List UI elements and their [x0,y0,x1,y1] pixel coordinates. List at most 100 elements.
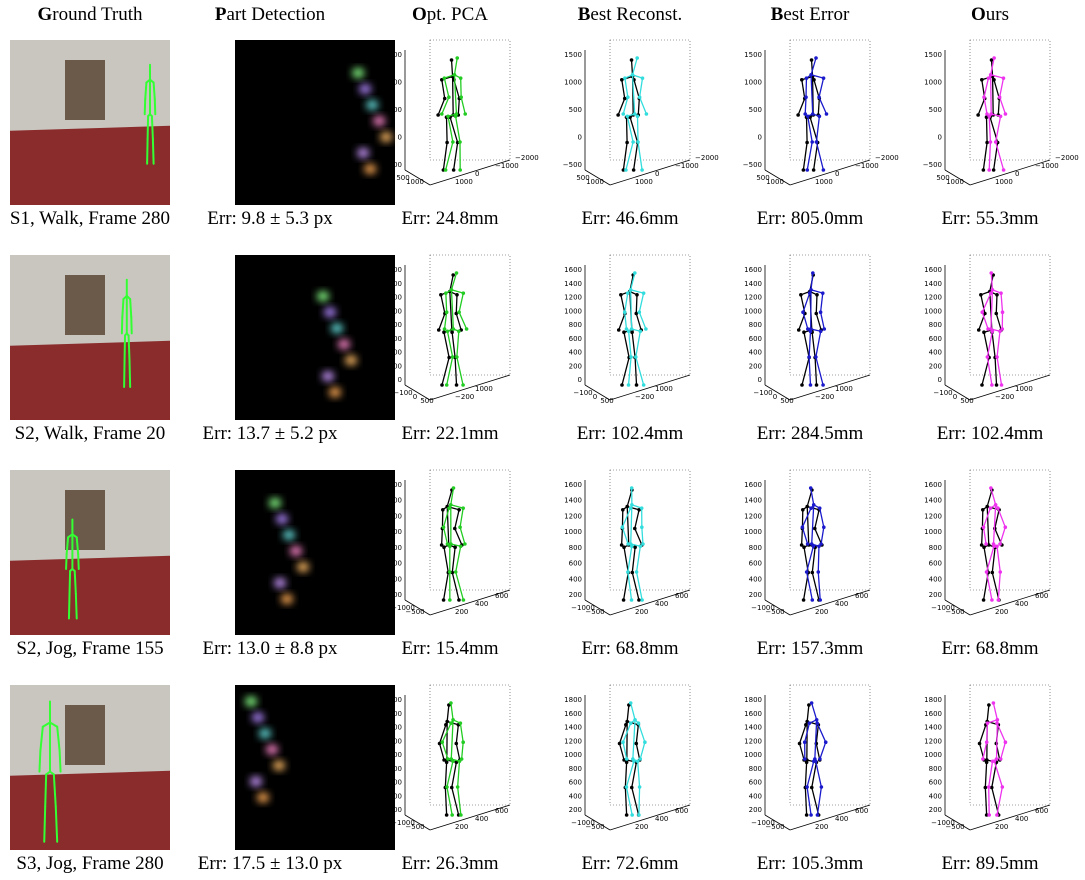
skeleton-bone [641,526,644,545]
skeleton-bone [54,805,59,843]
skeleton-joint [442,758,446,762]
skeleton-joint [451,486,456,490]
skeleton-joint [622,310,627,315]
detection-blob [269,498,281,508]
skeleton-bone [630,289,645,294]
z-tick-label: 1600 [384,266,402,274]
skeleton-joint [461,740,465,744]
z-tick-label: 600 [389,335,402,343]
z-tick-label: 200 [389,806,402,814]
skeleton-joint [800,525,805,529]
skeleton-joint [797,741,802,746]
skeleton-joint [451,327,456,331]
skeleton-joint [448,503,453,507]
skeleton-bone [803,331,810,359]
skeleton-joint [818,329,823,334]
skeleton-joint [988,73,993,77]
z-tick-label: 600 [929,779,942,787]
detection-blob [366,100,379,110]
z-tick-label: 1000 [564,751,582,759]
plot-axis [404,384,431,401]
skeleton-joint [981,508,985,512]
x-tick-label: 400 [655,600,668,608]
skeleton-bone [986,356,993,386]
skeleton-bone [621,526,629,545]
photo-door [65,275,105,335]
skeleton-joint [987,813,992,817]
z-tick-label: 1200 [564,294,582,302]
skeleton-bone [65,553,68,570]
z-tick-label: 800 [929,321,942,329]
skeleton-bone [44,773,48,808]
error-caption: Err: 102.4mm [936,423,1044,444]
skeleton-joint [979,78,984,82]
skeleton-joint [816,570,821,574]
skeleton-bone [804,96,807,115]
skeleton-joint [984,570,989,574]
skeleton-bone [996,722,1007,743]
photo-door [65,490,105,550]
x-tick-label: 400 [1015,600,1028,608]
plot-axis [609,589,691,616]
skeleton-joint [444,760,449,764]
skeleton-joint [996,506,1000,510]
z-tick-label: 1000 [384,751,402,759]
skeleton-bone [129,298,133,319]
skeleton-joint [1003,112,1008,116]
skeleton-bone [1000,741,1007,760]
z-tick-label: 0 [398,134,402,142]
skeleton-joint [810,598,815,602]
skeleton-joint [805,114,810,119]
error-caption: Err: 22.1mm [401,423,499,444]
skeleton-joint [994,757,999,761]
z-tick-label: 1000 [384,79,402,87]
skeleton-bone [988,141,992,171]
z-tick-label: 1000 [564,79,582,87]
z-tick-label: 500 [569,106,582,114]
skeleton-bone [444,786,448,816]
z-tick-label: 1400 [564,724,582,732]
skeleton-joint [447,355,451,360]
skeleton-bone [819,292,824,313]
photo-carpet [10,770,170,850]
skeleton-joint [445,719,449,724]
skeleton-bone [994,509,1000,530]
skeleton-joint [999,291,1003,295]
skeleton-bone [996,545,1001,573]
skeleton-bone [443,331,450,359]
skeleton-joint [616,328,621,332]
skeleton-bone [438,742,445,761]
skeleton-bone [986,330,994,358]
skeleton-bone [815,356,824,386]
detection-blob [322,371,334,382]
z-tick-label: −500 [563,161,582,169]
z-tick-label: 1200 [384,737,402,745]
skeleton-joint [982,330,986,335]
skeleton-bone [802,292,811,313]
x-tick-label: 1000 [455,178,473,186]
y-tick-label: 0 [413,393,417,401]
skeleton-joint [448,598,452,602]
skeleton-bone [977,97,986,116]
skeleton-joint [440,383,444,387]
z-tick-label: 1500 [744,51,762,59]
skeleton-bone [451,786,460,816]
skeleton-bone [441,356,450,386]
skeleton-joint [995,721,999,725]
detection-blob [324,307,336,318]
skeleton-joint [436,113,440,117]
skeleton-joint [461,383,465,387]
skeleton-joint [625,719,629,724]
skeleton-bone [990,289,994,330]
skeleton-bone [996,356,1003,386]
skeleton-bone [981,311,989,330]
skeleton-joint [804,95,808,99]
skeleton-bone [444,761,448,789]
z-tick-label: 800 [569,321,582,329]
skeleton-bone [618,724,627,745]
skeleton-bone [56,725,61,752]
skeleton-bone [626,505,630,546]
skeleton-bone [983,96,988,115]
skeleton-joint [442,330,446,335]
y-tick-label: 500 [576,174,589,182]
